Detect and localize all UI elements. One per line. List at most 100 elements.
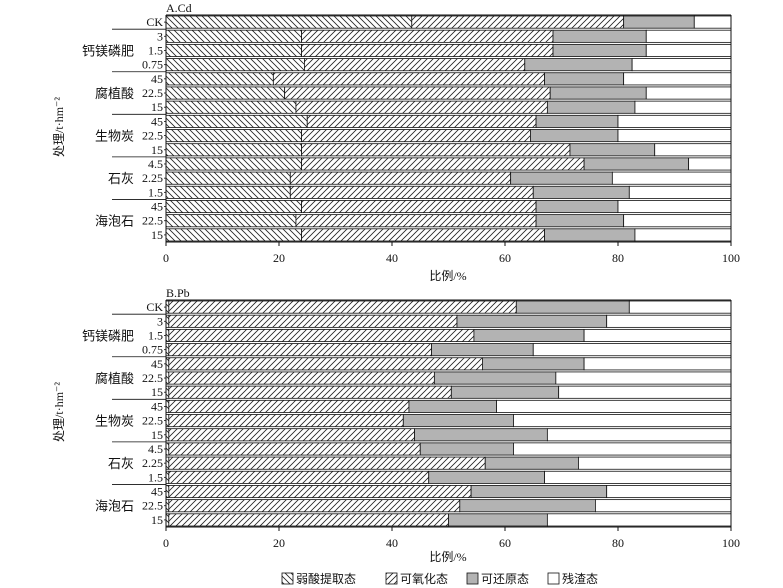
- bar-segment-residual: [546, 513, 732, 527]
- bar-segment-residual: [611, 171, 732, 185]
- y-axis-title-pb: 处理/t·hm⁻²: [52, 382, 66, 442]
- group-label: 海泡石: [95, 499, 134, 514]
- bar-segment-oxidizable: [295, 214, 537, 228]
- category-label: 3: [157, 314, 163, 328]
- bar-segment-weak-acid: [165, 214, 297, 228]
- bar-segment-oxidizable: [295, 100, 548, 114]
- bar-segment-reducible: [544, 228, 636, 242]
- bar-segment-reducible: [456, 314, 608, 328]
- bar-segment-residual: [634, 100, 732, 114]
- bar-segment-reducible: [450, 385, 560, 399]
- bar-segment-oxidizable: [301, 29, 554, 43]
- category-labels-cd: CK31.50.754522.5154522.5154.52.251.54522…: [142, 15, 166, 242]
- bar-segment-weak-acid: [165, 72, 274, 86]
- bar-segment-weak-acid: [165, 157, 303, 171]
- bar-segment-residual: [496, 399, 732, 413]
- x-tick-label: 60: [499, 536, 511, 550]
- category-label: 0.75: [142, 343, 163, 357]
- bar-segment-reducible: [583, 157, 690, 171]
- x-tick-label: 80: [612, 536, 624, 550]
- legend-label-residual: 残渣态: [562, 572, 598, 586]
- category-label: CK: [146, 300, 163, 314]
- bar-segment-oxidizable: [284, 86, 551, 100]
- bar-segment-reducible: [408, 399, 497, 413]
- x-tick-label: 20: [273, 536, 285, 550]
- x-tick-label: 20: [273, 251, 285, 265]
- bar-segment-weak-acid: [165, 114, 308, 128]
- bar-segment-reducible: [530, 129, 619, 143]
- panel-title-pb: B.Pb: [166, 286, 190, 300]
- bar-segment-reducible: [532, 185, 630, 199]
- panel-cd: A.Cd CK31.50.754522.5154522.5154.52.251.…: [52, 1, 740, 283]
- category-label: 22.5: [142, 414, 163, 428]
- category-label: 15: [151, 428, 163, 442]
- legend-swatch-reducible: [466, 572, 479, 585]
- x-tick-label: 100: [722, 536, 740, 550]
- category-label: 2.25: [142, 456, 163, 470]
- category-label: 15: [151, 513, 163, 527]
- bar-segment-residual: [558, 385, 732, 399]
- x-tick-label: 100: [722, 251, 740, 265]
- bar-segment-residual: [634, 228, 732, 242]
- bar-segment-oxidizable: [304, 58, 526, 72]
- bar-segment-oxidizable: [301, 228, 545, 242]
- bar-segment-residual: [645, 86, 732, 100]
- bar-segment-weak-acid: [165, 129, 303, 143]
- bar-segment-oxidizable: [168, 314, 458, 328]
- category-label: 45: [151, 200, 163, 214]
- category-label: 45: [151, 72, 163, 86]
- group-label: 海泡石: [95, 214, 134, 229]
- category-label: 45: [151, 399, 163, 413]
- x-tick-label: 80: [612, 251, 624, 265]
- bar-segment-reducible: [414, 428, 548, 442]
- bar-segment-reducible: [535, 114, 619, 128]
- bar-segment-oxidizable: [168, 371, 435, 385]
- bar-segment-residual: [628, 300, 732, 314]
- bar-segment-oxidizable: [168, 442, 421, 456]
- legend-label-weak-acid: 弱酸提取态: [296, 571, 356, 586]
- bar-segment-oxidizable: [301, 143, 571, 157]
- bar-segment-residual: [693, 15, 732, 29]
- bar-segment-weak-acid: [165, 43, 303, 57]
- x-tick-label: 0: [163, 251, 169, 265]
- bar-segment-reducible: [544, 72, 625, 86]
- group-label: 生物炭: [95, 129, 134, 144]
- bars-cd: [165, 15, 732, 242]
- bar-segment-reducible: [473, 328, 585, 342]
- bar-segment-oxidizable: [411, 15, 625, 29]
- bar-segment-oxidizable: [168, 428, 415, 442]
- legend-swatch-weak-acid: [281, 572, 294, 585]
- category-label: 22.5: [142, 214, 163, 228]
- legend-item-reducible: 可还原态: [466, 572, 529, 586]
- bar-segment-oxidizable: [168, 357, 483, 371]
- bar-segment-weak-acid: [165, 15, 413, 29]
- legend-swatch-oxidizable: [385, 572, 398, 585]
- category-label: 15: [151, 228, 163, 242]
- category-label: 4.5: [148, 442, 163, 456]
- bar-segment-reducible: [428, 470, 545, 484]
- bar-segment-residual: [623, 214, 732, 228]
- bar-segment-weak-acid: [165, 185, 291, 199]
- category-label: CK: [146, 15, 163, 29]
- bar-segment-reducible: [433, 371, 557, 385]
- bar-segment-oxidizable: [168, 399, 410, 413]
- bar-segment-oxidizable: [168, 485, 472, 499]
- bar-segment-reducible: [569, 143, 656, 157]
- bar-segment-residual: [583, 357, 732, 371]
- bar-segment-oxidizable: [168, 343, 432, 357]
- bar-segment-reducible: [470, 485, 608, 499]
- bar-segment-residual: [606, 485, 732, 499]
- bar-segment-residual: [532, 343, 732, 357]
- bar-segment-residual: [606, 314, 732, 328]
- x-axis-title-cd: 比例/%: [429, 269, 466, 283]
- bar-segment-reducible: [402, 414, 514, 428]
- panel-pb: B.Pb CK31.50.754522.5154522.5154.52.251.…: [52, 286, 740, 564]
- bar-segment-reducible: [552, 29, 647, 43]
- category-label: 1.5: [148, 328, 163, 342]
- bar-segment-oxidizable: [168, 499, 461, 513]
- bar-segment-residual: [645, 29, 732, 43]
- category-label: 22.5: [142, 371, 163, 385]
- bar-segment-reducible: [419, 442, 514, 456]
